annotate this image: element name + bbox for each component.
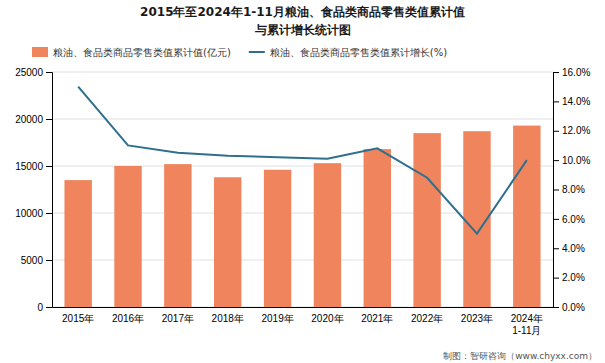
y2-tick-mark [553,278,559,279]
y2-tick-mark [553,219,559,220]
x-tick-label: 2018年 [212,313,244,324]
x-tick: 2016年 [112,307,144,324]
y-tick-mark [46,260,52,261]
x-tick: 2019年 [261,307,293,324]
bar [513,126,540,307]
y-tick: 20000 [15,114,52,125]
subtitle: 与累计增长统计图 [254,23,351,37]
y-tick-label: 15000 [15,161,43,172]
bar-series [64,126,540,307]
x-tick: 2021年 [361,307,393,324]
x-tick-label: 2023年 [461,313,493,324]
title: 2015年至2024年1-11月粮油、食品类商品零售类值累计值 [140,5,465,19]
y2-tick: 14.0% [553,96,590,107]
y2-tick-mark [553,101,559,102]
y-tick-label: 25000 [15,67,43,78]
y2-tick: 8.0% [553,184,585,195]
y2-tick-mark [553,160,559,161]
bar [413,133,440,307]
legend-swatch [249,51,265,53]
y-tick-mark [46,166,52,167]
bar [364,149,391,307]
y-tick: 0 [37,302,52,313]
x-tick-label: 2016年 [112,313,144,324]
x-axis: 2015年 2016年 2017年 2018年 2019年 2020年 2021年 2022年… [53,307,554,336]
plot-area [64,87,540,307]
legend-label: 粮油、食品类商品零售类值累计值(亿元) [53,47,231,58]
x-axis-line [53,307,554,308]
x-tick: 2017年 [162,307,194,324]
legend-item: 粮油、食品类商品零售类值累计增长(%) [249,47,447,58]
y-tick: 15000 [15,161,52,172]
y2-tick: 0.0% [553,302,585,313]
y-tick-label: 20000 [15,114,43,125]
x-tick: 2020年 [311,307,343,324]
y-tick: 25000 [15,67,52,78]
annotation: 制图：智研咨询（www.chyxx.com） [443,351,597,361]
y-tick-mark [46,213,52,214]
y2-tick: 6.0% [553,214,585,225]
y2-tick-mark [553,72,559,73]
y2-tick-label: 16.0% [562,67,590,78]
legend: 粮油、食品类商品零售类值累计值(亿元) 粮油、食品类商品零售类值累计增长(%) [32,47,447,58]
y2-tick-mark [553,307,559,308]
y2-axis: 0.0% 2.0% 4.0% 6.0% 8.0% 10.0% 12.0% 14.0% 16.0% [553,67,590,313]
x-tick-label: 2024年1-11月 [511,313,543,336]
y2-tick-mark [553,131,559,132]
bar [164,164,191,307]
y-tick-label: 5000 [21,255,44,266]
x-tick-label: 2017年 [162,313,194,324]
x-tick: 2023年 [461,307,493,324]
y-tick-label: 10000 [15,208,43,219]
x-tick: 2024年1-11月 [511,307,543,336]
legend-item: 粮油、食品类商品零售类值累计值(亿元) [32,47,231,58]
y2-tick: 4.0% [553,243,585,254]
y2-axis-line [554,73,560,308]
grid-line [52,119,553,120]
bar [114,166,141,307]
y2-tick-label: 8.0% [562,184,585,195]
bar [314,163,341,307]
y2-tick: 2.0% [553,272,585,283]
x-tick: 2018年 [212,307,244,324]
bar [214,177,241,307]
legend-label: 粮油、食品类商品零售类值累计增长(%) [270,47,447,58]
y2-tick-label: 6.0% [562,214,585,225]
bar [64,180,91,307]
x-tick: 2015年 [62,307,94,324]
y2-tick: 16.0% [553,67,590,78]
x-tick-label: 2020年 [311,313,343,324]
y2-tick: 10.0% [553,155,590,166]
x-tick-label: 2019年 [261,313,293,324]
x-tick: 2022年 [411,307,443,324]
y2-tick-label: 4.0% [562,243,585,254]
y-tick-mark [46,307,52,308]
y-tick-mark [46,119,52,120]
chart: 2015年至2024年1-11月粮油、食品类商品零售类值累计值与累计增长统计图 2… [0,0,605,363]
y2-tick-label: 14.0% [562,96,590,107]
y2-tick-label: 12.0% [562,125,590,136]
line [78,87,527,234]
y-tick-mark [46,72,52,73]
x-tick-label: 2015年 [62,313,94,324]
y2-tick-mark [553,248,559,249]
y-tick: 5000 [21,255,52,266]
grid [52,72,553,307]
x-tick-label: 2021年 [361,313,393,324]
x-tick-label: 2022年 [411,313,443,324]
bar [264,170,291,307]
y2-tick-label: 0.0% [562,302,585,313]
grid-line [52,72,553,73]
legend-swatch [32,47,48,57]
y-tick: 10000 [15,208,52,219]
y-axis: 0 5000 10000 15000 20000 25000 [15,67,52,313]
y-axis-line [46,73,53,308]
y-tick-label: 0 [37,302,43,313]
y2-tick-label: 2.0% [562,272,585,283]
y2-tick: 12.0% [553,125,590,136]
y2-tick-mark [553,190,559,191]
y2-tick-label: 10.0% [562,155,590,166]
